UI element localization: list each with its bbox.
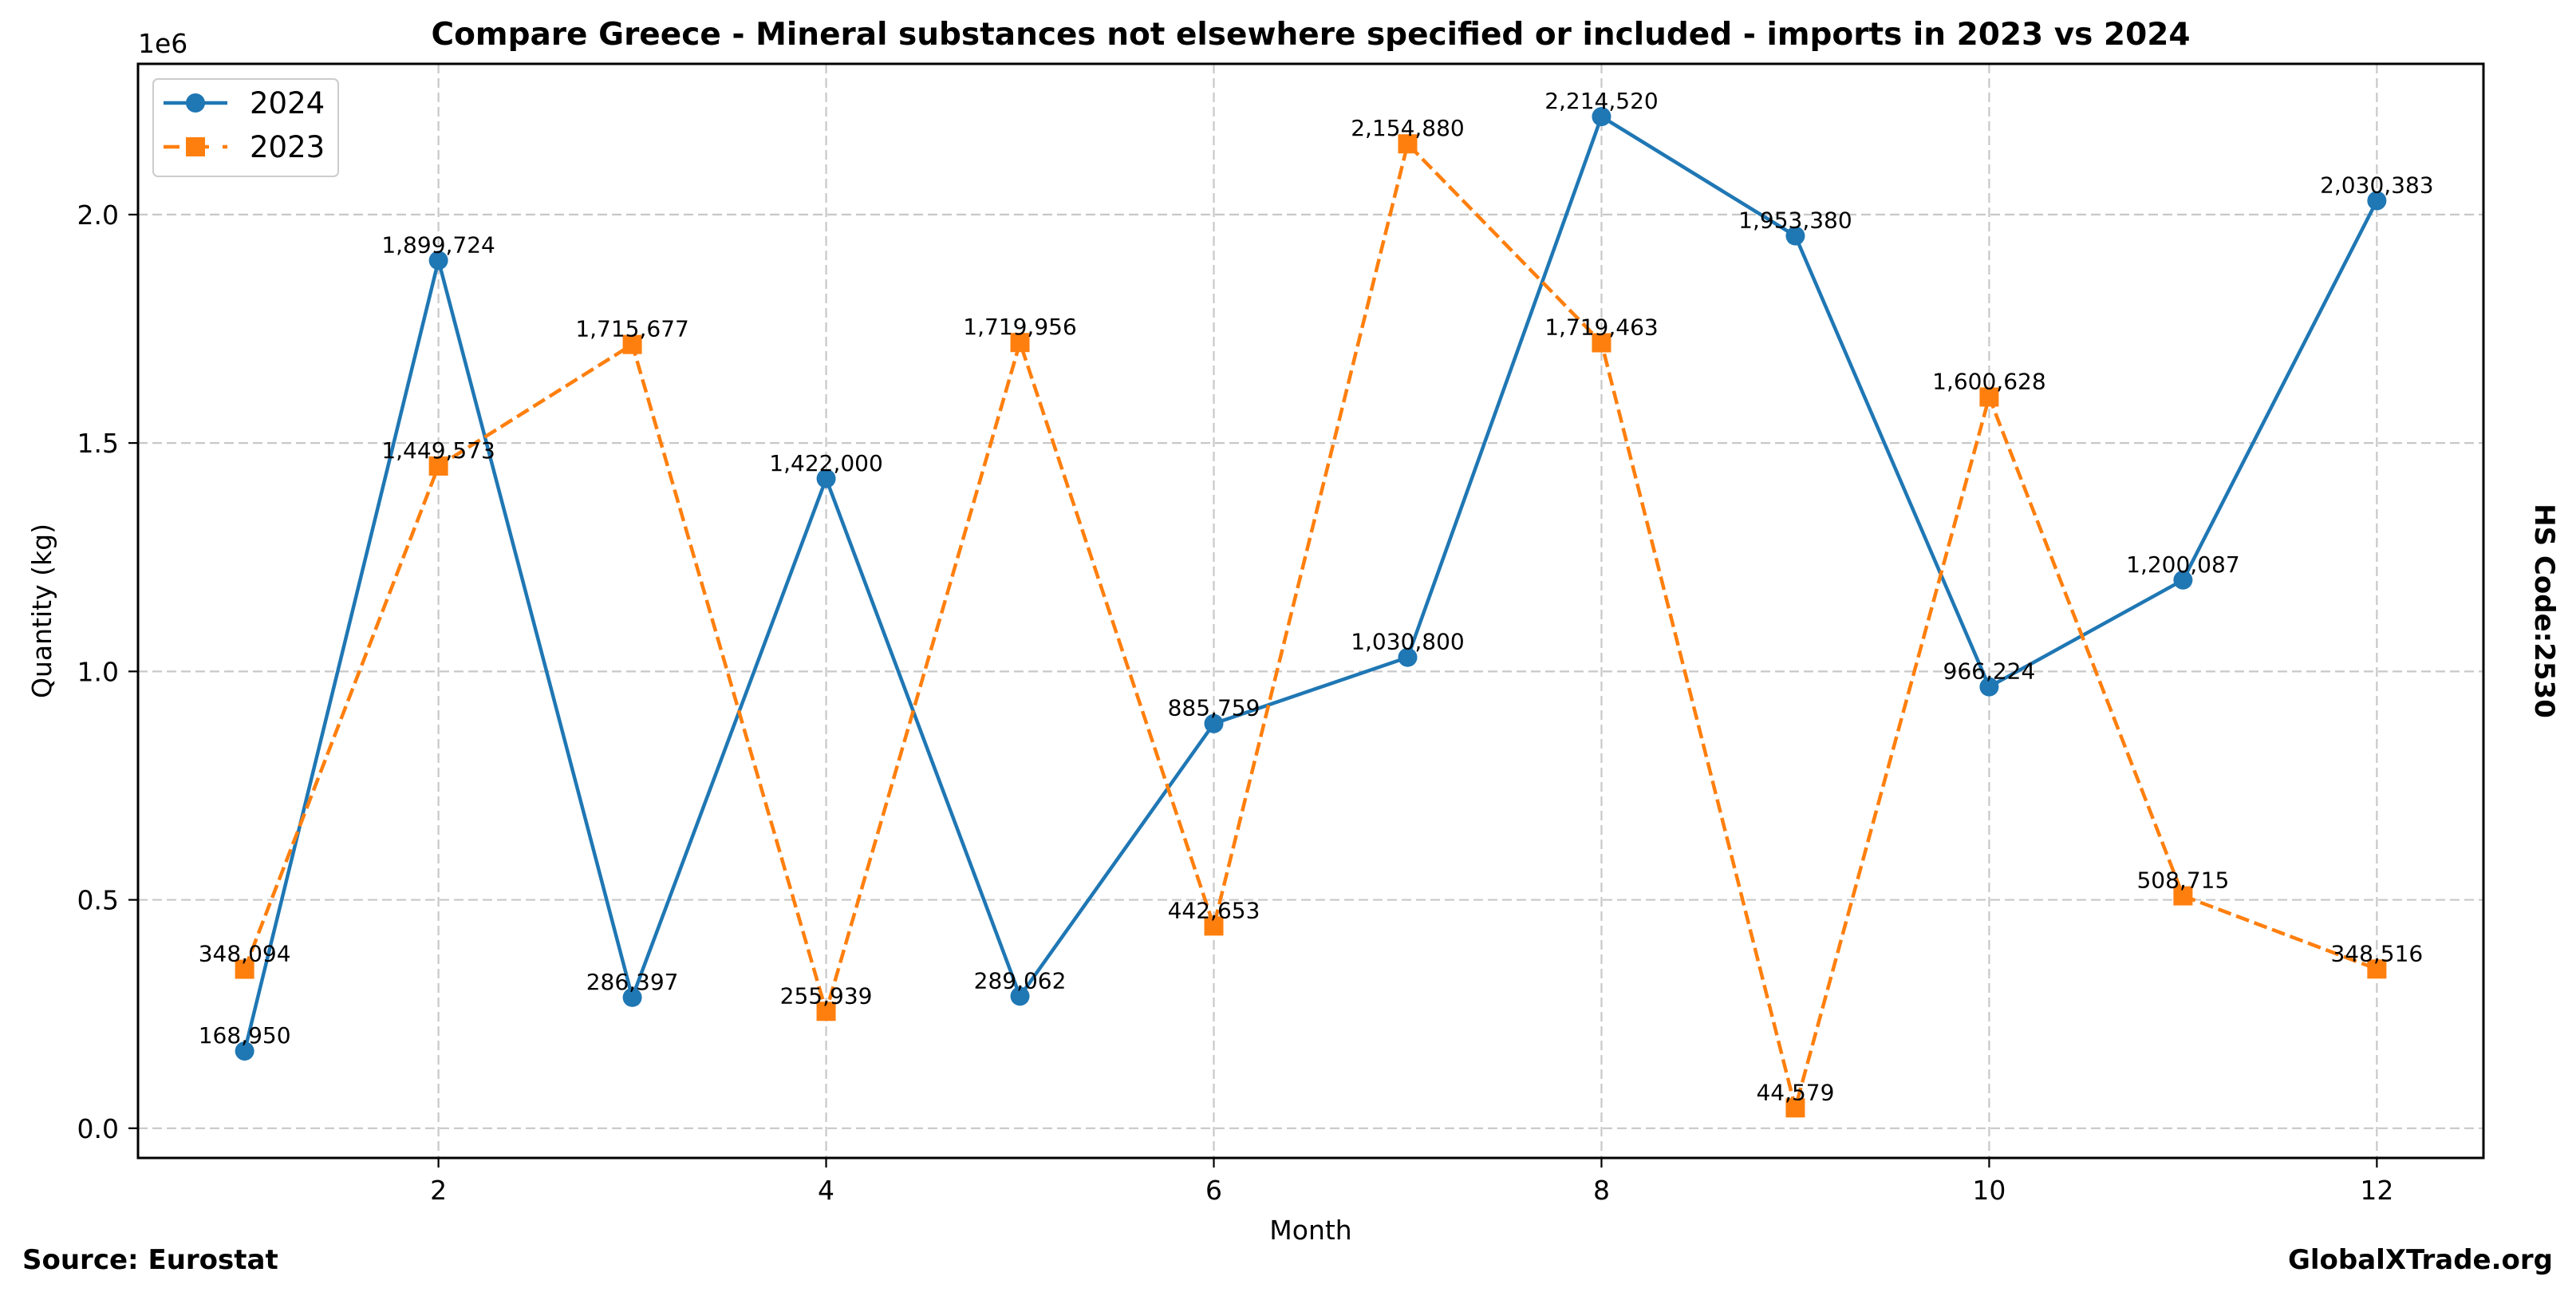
data-point-2024 [1010, 986, 1030, 1006]
data-point-2023 [816, 1002, 836, 1021]
data-point-2023 [1592, 333, 1611, 353]
y-tick-label: 0.5 [77, 885, 119, 916]
x-tick-label: 8 [1593, 1175, 1610, 1206]
data-label-2023: 1,719,463 [1544, 314, 1659, 340]
data-label-2024: 2,214,520 [1544, 88, 1659, 114]
data-point-2023 [2173, 886, 2193, 906]
data-label-2023: 1,449,573 [381, 437, 495, 464]
legend-marker-2023 [186, 137, 205, 156]
hs-code-label: HS Code:2530 [2528, 504, 2560, 718]
data-label-2023: 44,579 [1756, 1079, 1834, 1105]
data-point-2023 [1204, 916, 1224, 936]
y-tick-label: 1.5 [77, 428, 119, 459]
data-point-2023 [1979, 387, 1999, 407]
tick-layer: 2 4 6 8 10 12 0.0 0.5 1.0 1.5 2.0 [77, 200, 2394, 1206]
data-label-2024: 1,030,800 [1351, 629, 1465, 655]
plot-frame [136, 62, 2485, 1160]
x-axis-label: Month [1269, 1215, 1351, 1246]
data-point-2023 [2367, 959, 2387, 979]
data-label-2024: 289,062 [974, 967, 1067, 994]
data-label-2024: 1,422,000 [769, 450, 883, 476]
legend-label-2023: 2023 [250, 130, 325, 164]
x-tick-label: 12 [2360, 1175, 2393, 1206]
data-point-2024 [622, 987, 642, 1007]
data-label-2024: 1,899,724 [381, 231, 495, 258]
grid-layer [138, 64, 2483, 1158]
chart-title: Compare Greece - Mineral substances not … [432, 17, 2191, 53]
data-label-2023: 255,939 [780, 982, 873, 1009]
data-label-2023: 508,715 [2136, 867, 2229, 894]
series-line-2023 [243, 141, 2378, 1110]
data-label-2024: 2,030,383 [2320, 172, 2434, 199]
y-tick-label: 2.0 [77, 200, 119, 231]
data-label-2024: 286,397 [586, 969, 679, 995]
data-label-2023: 1,719,956 [963, 314, 1077, 340]
x-tick-label: 6 [1205, 1175, 1222, 1206]
data-point-2024 [2173, 570, 2193, 590]
data-point-2023 [428, 456, 448, 476]
y-offset-label: 1e6 [138, 28, 187, 59]
data-label-2024: 168,950 [199, 1022, 291, 1049]
data-label-2023: 2,154,880 [1351, 115, 1465, 141]
data-point-2023 [1010, 333, 1030, 353]
data-label-2023: 442,653 [1168, 897, 1260, 923]
data-label-2024: 885,759 [1168, 695, 1260, 721]
legend-entries: 2024 2023 [164, 86, 325, 164]
y-axis-label: Quantity (kg) [26, 524, 57, 698]
y-tick-label: 1.0 [77, 656, 119, 687]
data-labels-layer: 168,950 1,899,724 286,397 1,422,000 289,062 8… [199, 88, 2434, 1105]
x-tick-label: 2 [430, 1175, 447, 1206]
data-point-2023 [1785, 1098, 1805, 1118]
legend-marker-2024 [186, 93, 205, 113]
data-label-2024: 966,224 [1943, 658, 2036, 685]
source-label: Source: Eurostat [22, 1244, 278, 1276]
data-point-2023 [622, 334, 642, 354]
legend-label-2024: 2024 [250, 86, 325, 121]
y-tick-label: 0.0 [77, 1113, 119, 1144]
data-point-2024 [1204, 713, 1224, 733]
data-point-2024 [1592, 107, 1611, 127]
x-tick-label: 10 [1972, 1175, 2006, 1206]
series-line-2024 [243, 114, 2379, 1052]
legend: 2024 2023 [152, 78, 339, 177]
data-label-2023: 348,094 [199, 941, 291, 967]
data-point-2024 [428, 251, 448, 271]
data-label-2024: 1,953,380 [1738, 207, 1852, 234]
x-tick-label: 4 [818, 1175, 834, 1206]
data-point-2024 [235, 1041, 254, 1061]
data-point-2024 [1398, 647, 1418, 667]
data-point-2023 [1398, 134, 1418, 154]
data-label-2023: 348,516 [2330, 940, 2423, 966]
series-layer [235, 107, 2387, 1118]
data-point-2024 [1785, 226, 1805, 246]
data-point-2024 [1979, 677, 1999, 697]
data-point-2024 [816, 468, 836, 488]
site-label: GlobalXTrade.org [2288, 1244, 2553, 1276]
data-label-2023: 1,715,677 [575, 316, 689, 342]
data-point-2024 [2367, 191, 2387, 211]
data-point-2023 [235, 959, 254, 979]
data-label-2024: 1,200,087 [2126, 551, 2240, 578]
data-label-2023: 1,600,628 [1932, 369, 2046, 395]
